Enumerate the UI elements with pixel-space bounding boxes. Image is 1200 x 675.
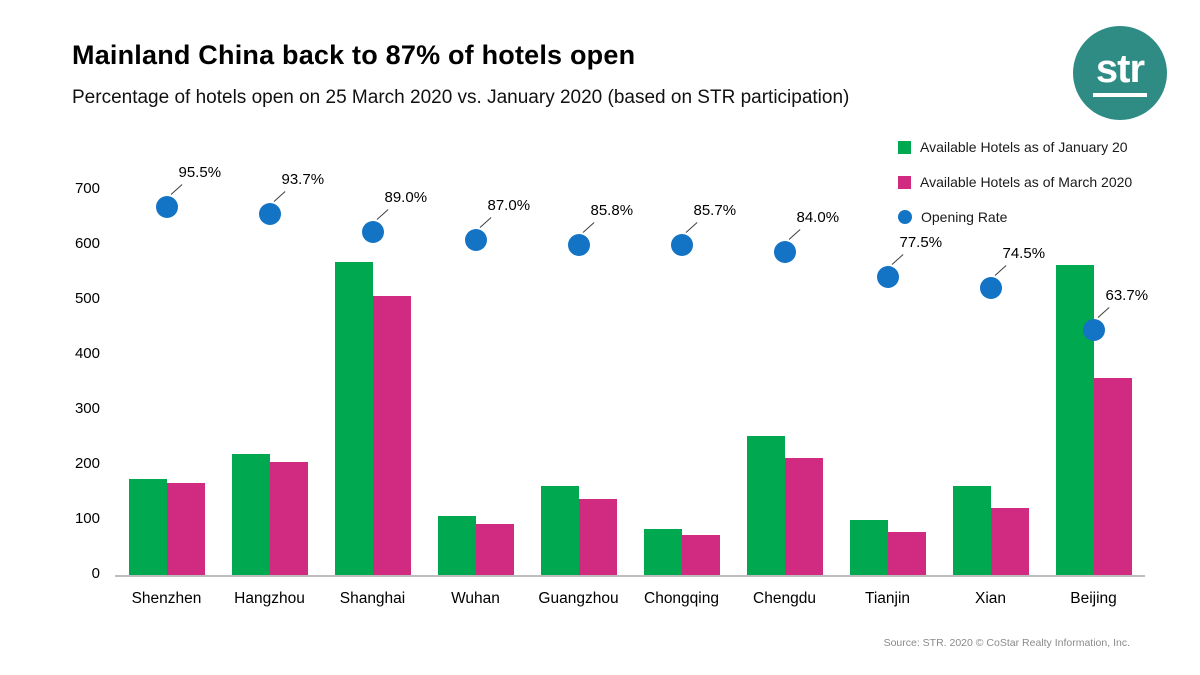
opening-rate-dot-shanghai xyxy=(361,221,384,244)
bar-jan-beijing xyxy=(1055,265,1094,575)
source-note: Source: STR. 2020 © CoStar Realty Inform… xyxy=(883,637,1130,649)
opening-rate-label-beijing: 63.7% xyxy=(1105,286,1149,304)
plot-area: 95.5% 93.7% 89.0% 87.0% 85.8% 85.7% 84.0% 77.5%… xyxy=(115,164,1148,577)
bar-jan-xian xyxy=(952,485,991,575)
opening-rate-dot-tianjin xyxy=(876,265,899,288)
y-axis-tick-label: 200 xyxy=(74,455,100,472)
x-axis-label-beijing: Beijing xyxy=(1070,590,1117,607)
bar-jan-guangzhou xyxy=(540,485,579,575)
opening-rate-label-tianjin: 77.5% xyxy=(899,233,943,251)
y-axis-tick-label: 700 xyxy=(74,180,100,197)
opening-rate-label-shenzhen: 95.5% xyxy=(178,164,222,182)
bar-mar-tianjin xyxy=(887,532,926,575)
opening-rate-label-chongqing: 85.7% xyxy=(693,202,737,220)
opening-rate-dot-hangzhou xyxy=(258,203,281,226)
legend-label-march: Available Hotels as of March 2020 xyxy=(920,174,1133,190)
opening-rate-leader-line-tianjin xyxy=(891,253,903,265)
y-axis-tick-label: 300 xyxy=(74,400,100,417)
y-axis-tick-label: 0 xyxy=(91,565,100,582)
page-title: Mainland China back to 87% of hotels ope… xyxy=(72,40,636,70)
bar-jan-shanghai xyxy=(334,261,373,575)
bar-mar-wuhan xyxy=(475,523,514,575)
bar-mar-chongqing xyxy=(681,535,720,575)
opening-rate-leader-line-xian xyxy=(994,265,1006,277)
bar-mar-chengdu xyxy=(784,457,823,575)
y-axis-tick-label: 600 xyxy=(74,235,100,252)
str-logo-text: str xyxy=(1092,49,1148,97)
bar-jan-shenzhen xyxy=(128,478,167,575)
opening-rate-dot-chongqing xyxy=(670,234,693,257)
x-axis-label-shenzhen: Shenzhen xyxy=(131,590,202,607)
y-axis-tick-label: 400 xyxy=(74,345,100,362)
opening-rate-leader-line-guangzhou xyxy=(582,221,594,233)
y-axis-tick-label: 500 xyxy=(74,290,100,307)
page-subtitle: Percentage of hotels open on 25 March 20… xyxy=(72,87,850,108)
opening-rate-label-guangzhou: 85.8% xyxy=(590,201,634,219)
opening-rate-leader-line-beijing xyxy=(1097,306,1109,318)
opening-rate-leader-line-shenzhen xyxy=(170,184,182,196)
opening-rate-leader-line-wuhan xyxy=(479,217,491,228)
x-axis-label-guangzhou: Guangzhou xyxy=(538,590,619,607)
str-logo: str xyxy=(1073,26,1167,120)
bar-jan-chengdu xyxy=(746,435,785,575)
opening-rate-label-hangzhou: 93.7% xyxy=(281,171,325,189)
bar-mar-xian xyxy=(990,508,1029,575)
bar-jan-chongqing xyxy=(643,528,682,575)
bar-mar-shenzhen xyxy=(166,483,205,575)
x-axis-label-hangzhou: Hangzhou xyxy=(234,590,305,607)
opening-rate-leader-line-chengdu xyxy=(788,228,800,240)
bar-jan-wuhan xyxy=(437,516,476,575)
opening-rate-leader-line-hangzhou xyxy=(273,191,285,203)
bar-jan-hangzhou xyxy=(231,454,270,575)
bar-mar-guangzhou xyxy=(578,498,617,575)
legend-label-january: Available Hotels as of January 20 xyxy=(920,139,1128,155)
opening-rate-dot-wuhan xyxy=(464,229,487,252)
opening-rate-leader-line-chongqing xyxy=(685,222,697,233)
opening-rate-dot-shenzhen xyxy=(155,196,178,219)
x-axis-label-chongqing: Chongqing xyxy=(644,590,719,607)
legend-item-january: Available Hotels as of January 20 xyxy=(898,137,1132,157)
opening-rate-leader-line-shanghai xyxy=(376,209,388,221)
opening-rate-dot-guangzhou xyxy=(567,233,590,256)
opening-rate-label-shanghai: 89.0% xyxy=(384,189,428,207)
legend-swatch-january-icon xyxy=(898,140,911,154)
bar-jan-tianjin xyxy=(849,520,888,575)
x-axis-label-xian: Xian xyxy=(974,590,1007,607)
bar-mar-hangzhou xyxy=(269,461,308,575)
opening-rate-dot-chengdu xyxy=(773,240,796,263)
bar-mar-beijing xyxy=(1093,377,1132,575)
x-axis-label-wuhan: Wuhan xyxy=(451,590,500,607)
legend-item-opening-rate: Opening Rate xyxy=(898,207,1132,227)
legend-swatch-opening-rate-icon xyxy=(898,210,912,224)
opening-rate-label-wuhan: 87.0% xyxy=(487,197,531,215)
bar-mar-shanghai xyxy=(372,296,411,575)
opening-rate-dot-xian xyxy=(979,277,1002,300)
x-axis-label-shanghai: Shanghai xyxy=(339,590,406,607)
legend: Available Hotels as of January 20 Availa… xyxy=(898,137,1132,242)
x-axis-label-chengdu: Chengdu xyxy=(753,590,816,607)
x-axis-label-tianjin: Tianjin xyxy=(864,590,911,607)
opening-rate-label-chengdu: 84.0% xyxy=(796,208,840,226)
opening-rate-label-xian: 74.5% xyxy=(1002,245,1046,263)
opening-rate-dot-beijing xyxy=(1082,318,1105,341)
legend-item-march: Available Hotels as of March 2020 xyxy=(898,172,1132,192)
legend-label-opening-rate: Opening Rate xyxy=(921,209,1008,225)
y-axis-tick-label: 100 xyxy=(74,510,100,527)
legend-swatch-march-icon xyxy=(898,175,911,189)
